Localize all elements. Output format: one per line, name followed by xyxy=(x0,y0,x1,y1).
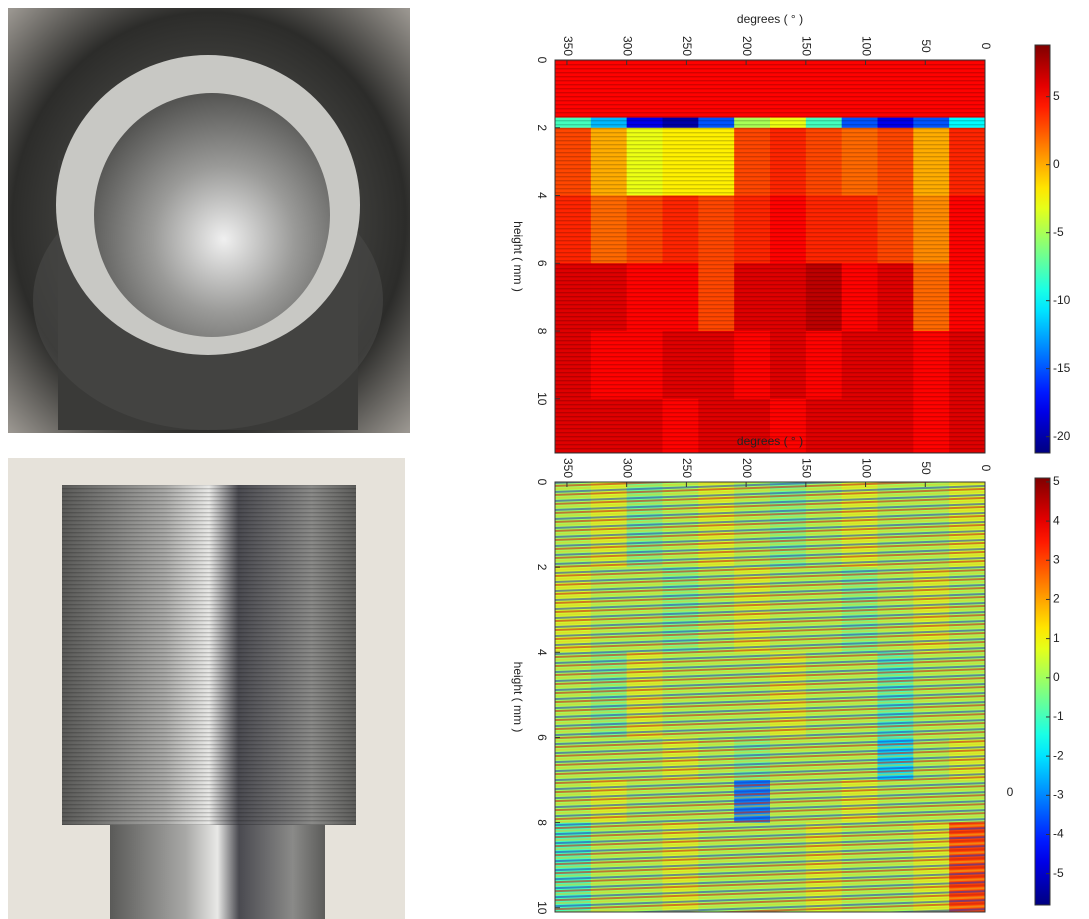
colorbar xyxy=(1035,478,1050,905)
x-axis-label: degrees ( ° ) xyxy=(737,434,803,448)
texture xyxy=(555,482,985,912)
texture xyxy=(555,60,985,453)
x-tick-label: 150 xyxy=(800,458,814,478)
x-tick-label: 250 xyxy=(680,458,694,478)
x-tick-label: 200 xyxy=(740,36,754,56)
x-tick-label: 0 xyxy=(979,465,993,472)
x-tick-label: 0 xyxy=(979,43,993,50)
x-tick-label: 150 xyxy=(800,36,814,56)
photo-top xyxy=(8,8,410,433)
photo-bottom xyxy=(8,458,405,919)
colorbar-tick-label: -3 xyxy=(1053,787,1064,801)
colorbar-tick-label: -2 xyxy=(1053,748,1064,762)
colorbar-tick-label: -5 xyxy=(1053,866,1064,880)
x-tick-label: 100 xyxy=(859,458,873,478)
colorbar-tick-label: 0 xyxy=(1053,670,1060,684)
y-tick-label: 2 xyxy=(535,564,549,571)
colorbar-tick-label: -15 xyxy=(1053,361,1071,375)
x-tick-label: 200 xyxy=(740,458,754,478)
figure: 350300250200150100500degrees ( ° )024681… xyxy=(0,0,1089,919)
colorbar-tick-label: -4 xyxy=(1053,827,1064,841)
y-axis-label: height ( mm ) xyxy=(511,221,525,292)
y-tick-label: 10 xyxy=(535,901,549,915)
colorbar xyxy=(1035,45,1050,453)
annotation: 0 xyxy=(1007,785,1014,799)
colorbar-tick-label: 0 xyxy=(1053,157,1060,171)
colorbar-tick-label: 1 xyxy=(1053,631,1060,645)
colorbar-tick-label: 5 xyxy=(1053,474,1060,488)
colorbar-tick-label: 4 xyxy=(1053,513,1060,527)
x-tick-label: 300 xyxy=(620,458,634,478)
colorbar-tick-label: -20 xyxy=(1053,429,1071,443)
y-tick-label: 4 xyxy=(535,649,549,656)
colorbar-tick-label: -1 xyxy=(1053,709,1064,723)
x-tick-label: 50 xyxy=(919,39,933,53)
y-tick-label: 4 xyxy=(535,192,549,199)
y-tick-label: 0 xyxy=(535,57,549,64)
x-tick-label: 350 xyxy=(561,36,575,56)
y-tick-label: 0 xyxy=(535,479,549,486)
y-tick-label: 8 xyxy=(535,819,549,826)
y-tick-label: 2 xyxy=(535,124,549,131)
colorbar-tick-label: -5 xyxy=(1053,225,1064,239)
y-tick-label: 6 xyxy=(535,260,549,267)
y-tick-label: 8 xyxy=(535,328,549,335)
y-tick-label: 6 xyxy=(535,734,549,741)
x-tick-label: 50 xyxy=(919,461,933,475)
x-tick-label: 350 xyxy=(561,458,575,478)
x-axis-label: degrees ( ° ) xyxy=(737,12,803,26)
colorbar-tick-label: 5 xyxy=(1053,89,1060,103)
colorbar-tick-label: 2 xyxy=(1053,592,1060,606)
y-tick-label: 10 xyxy=(535,392,549,406)
x-tick-label: 300 xyxy=(620,36,634,56)
colorbar-tick-label: 3 xyxy=(1053,552,1060,566)
x-tick-label: 250 xyxy=(680,36,694,56)
x-tick-label: 100 xyxy=(859,36,873,56)
y-axis-label: height ( mm ) xyxy=(511,662,525,733)
colorbar-tick-label: -10 xyxy=(1053,293,1071,307)
